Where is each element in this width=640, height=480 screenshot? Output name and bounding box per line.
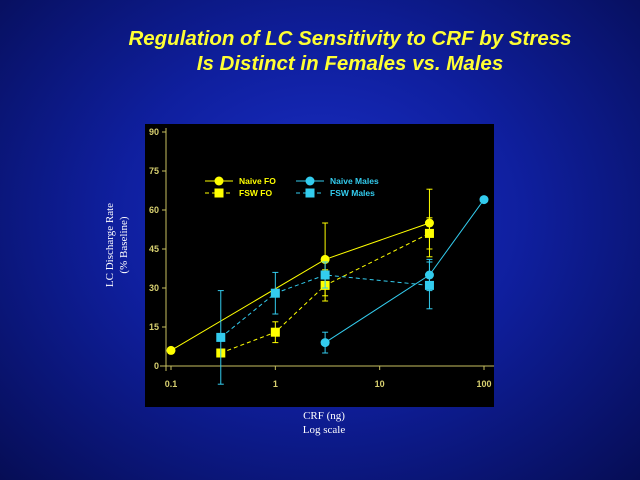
plot-background bbox=[145, 124, 494, 407]
data-point-fsw-males bbox=[270, 288, 280, 298]
legend-label-naive-fo: Naive FO bbox=[239, 176, 276, 186]
y-axis-label-line-1: LC Discharge Rate bbox=[104, 202, 116, 288]
data-point-fsw-males bbox=[320, 270, 330, 280]
x-tick-label: 1 bbox=[273, 379, 278, 389]
series-line-fsw-fo bbox=[220, 232, 430, 354]
legend: Naive FO FSW FO Naive Males FSW Males bbox=[205, 176, 379, 198]
y-tick-label: 15 bbox=[149, 322, 159, 332]
series-fsw-males bbox=[216, 261, 434, 385]
series-layer bbox=[166, 188, 489, 385]
y-axis-label: LC Discharge Rate (% Baseline) bbox=[103, 170, 143, 320]
x-tick-label: 100 bbox=[476, 379, 491, 389]
data-point-naive-fo bbox=[166, 345, 176, 355]
data-point-fsw-fo bbox=[424, 228, 434, 238]
legend-label-naive-males: Naive Males bbox=[330, 176, 379, 186]
y-tick-label: 0 bbox=[154, 361, 159, 371]
x-axis-label: CRF (ng) Log scale bbox=[274, 409, 374, 437]
x-tick-label: 10 bbox=[375, 379, 385, 389]
legend-marker-fsw-fo bbox=[214, 188, 224, 198]
slide-title: Regulation of LC Sensitivity to CRF by S… bbox=[0, 26, 640, 76]
series-line-fsw-males bbox=[220, 274, 430, 338]
data-point-fsw-fo bbox=[270, 327, 280, 337]
y-tick-label: 30 bbox=[149, 283, 159, 293]
legend-label-fsw-fo: FSW FO bbox=[239, 188, 272, 198]
x-axis-label-line-2: Log scale bbox=[302, 424, 346, 436]
data-point-naive-males bbox=[320, 338, 330, 348]
legend-marker-naive-males bbox=[305, 176, 315, 186]
data-point-fsw-males bbox=[424, 280, 434, 290]
data-point-naive-males bbox=[479, 195, 489, 205]
legend-marker-naive-fo bbox=[214, 176, 224, 186]
title-line-2: Is Distinct in Females vs. Males bbox=[196, 52, 504, 75]
y-axis-label-line-2: (% Baseline) bbox=[118, 216, 130, 274]
y-tick-label: 75 bbox=[149, 166, 159, 176]
axes: 0 15 30 45 60 75 90 0.1 1 10 100 bbox=[149, 127, 494, 389]
y-tick-label: 45 bbox=[149, 244, 159, 254]
legend-label-fsw-males: FSW Males bbox=[330, 188, 375, 198]
x-tick-label: 0.1 bbox=[165, 379, 178, 389]
title-line-1: Regulation of LC Sensitivity to CRF by S… bbox=[128, 27, 572, 50]
data-point-fsw-males bbox=[216, 332, 226, 342]
x-axis-label-line-1: CRF (ng) bbox=[303, 410, 345, 422]
legend-marker-fsw-males bbox=[305, 188, 315, 198]
y-tick-label: 90 bbox=[149, 127, 159, 137]
y-tick-label: 60 bbox=[149, 205, 159, 215]
